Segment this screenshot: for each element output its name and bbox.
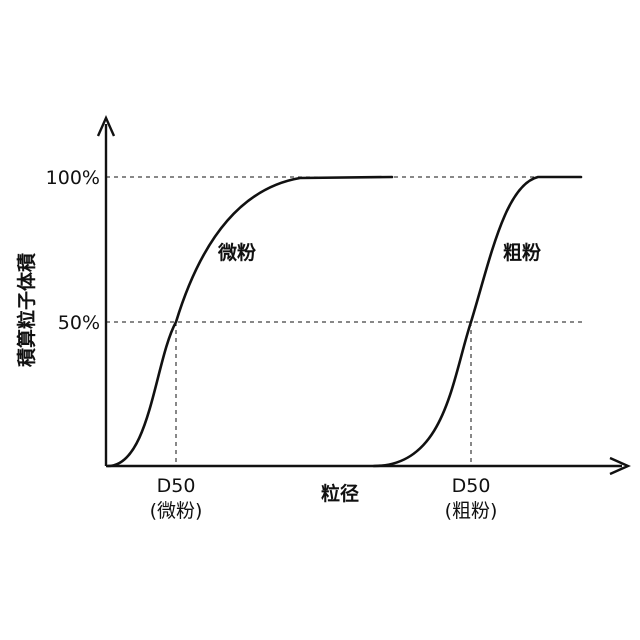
- y-axis-title: 積算粒子体積: [15, 253, 38, 367]
- d50-coarse-label: D50: [452, 475, 491, 497]
- d50-fine-label: D50: [157, 475, 196, 497]
- y-tick-100: 100%: [46, 167, 100, 189]
- y-tick-50: 50%: [58, 312, 100, 334]
- d50-coarse-sublabel: (粗粉): [445, 500, 498, 522]
- coarse-curve-label: 粗粉: [503, 241, 541, 264]
- fine-curve-label: 微粉: [217, 241, 256, 264]
- x-axis-title: 粒径: [321, 482, 359, 505]
- d50-fine-sublabel: (微粉): [150, 500, 203, 522]
